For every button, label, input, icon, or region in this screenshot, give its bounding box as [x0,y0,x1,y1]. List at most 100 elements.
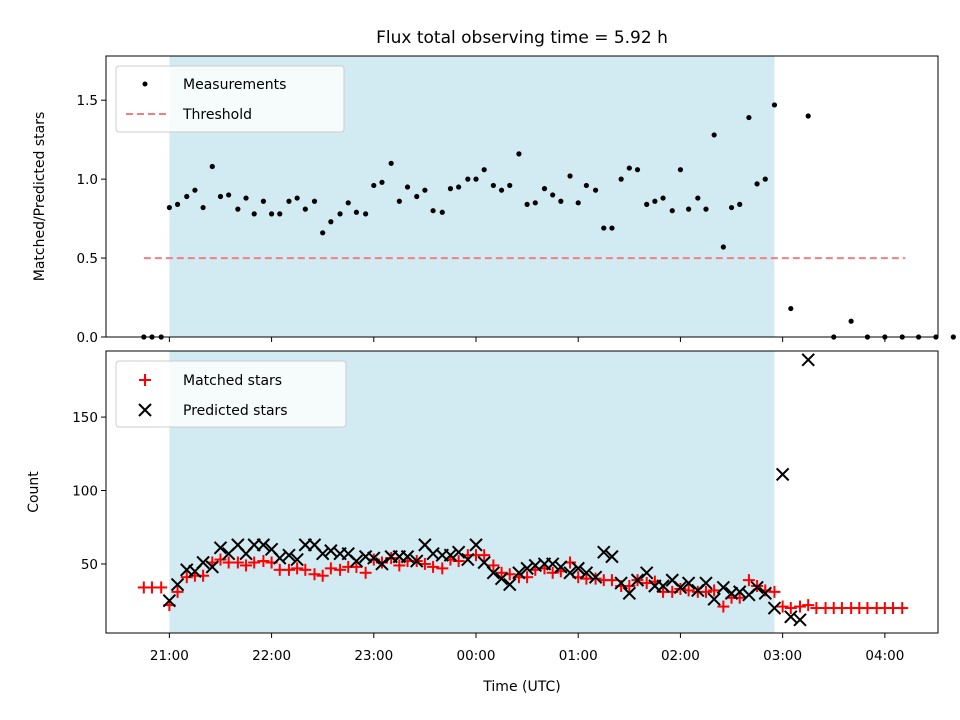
top-panel-axes: 0.0 0.5 1.0 1.5 [77,93,886,346]
measurement-point [805,113,811,119]
x-tick-label: 03:00 [763,648,802,664]
predicted-point [503,577,517,592]
predicted-point [614,576,628,590]
predicted-point [656,579,670,593]
predicted-point [554,560,568,574]
measurement-point [226,192,232,198]
matched-point [495,566,508,579]
matched-point [717,600,730,613]
legend-predicted-glyph [138,403,152,417]
measurement-point [754,181,760,187]
measurement-point [447,186,454,192]
matched-point [231,556,244,569]
measurement-point [695,195,701,201]
y-tick-label: 150 [72,410,98,426]
x-tick-label: 21:00 [150,648,189,664]
predicted-point [410,554,424,568]
matched-point [427,560,440,573]
bottom-panel-legend-box [115,360,347,428]
measurement-point [490,182,496,189]
bottom-panel-frame [105,350,939,634]
predicted-point [451,545,466,559]
measurement-point [686,206,692,212]
matched-point [605,574,618,587]
measurement-point [337,211,343,217]
matched-point [316,569,329,582]
measurement-point [950,334,956,340]
matched-point [171,585,184,598]
predicted-point [170,577,185,592]
top-panel-marks [141,102,956,340]
top-panel-legend: Measurements Threshold [115,65,345,133]
measurement-point [414,193,420,200]
measurement-point [746,114,752,121]
measurement-point [396,198,402,204]
matched-point [742,574,755,587]
predicted-point [205,560,220,574]
predicted-point [639,566,654,580]
predicted-point [630,573,645,587]
matched-point [768,585,781,598]
measurement-point [848,318,854,324]
measurement-point [601,225,607,231]
predicted-point [758,586,772,601]
predicted-point [673,580,688,595]
predicted-point [494,571,509,586]
legend-matched-glyph [139,374,151,386]
measurement-point [302,206,308,212]
measurement-point [644,201,650,207]
predicted-point [733,585,747,599]
legend-predicted-marker [138,403,152,417]
measurement-point [728,204,735,211]
legend-matched-label: Matched stars [183,373,282,389]
x-tick-label: 23:00 [354,648,393,664]
matched-point [248,556,261,569]
measurement-point [251,211,257,217]
predicted-point [545,557,560,571]
matched-point [282,563,295,576]
predicted-point [699,576,713,590]
matched-point [546,566,559,579]
predicted-point [324,544,338,558]
y-tick-label: 1.5 [77,93,98,109]
top-panel-frame [105,55,939,338]
legend-matched-marker [139,374,151,386]
matched-point [359,566,372,579]
measurement-point [618,176,624,182]
predicted-point [443,548,458,562]
y-tick-label: 50 [81,557,98,573]
predicted-point [801,353,815,367]
measurement-point [363,211,369,217]
predicted-point [681,576,696,590]
measurement-point [720,244,726,250]
measurement-point [174,201,181,207]
measurement-point [516,151,522,157]
measurement-point [634,167,641,173]
predicted-point [716,580,731,595]
measurement-point [524,201,530,207]
chart-title: Flux total observing time = 5.92 h [376,28,668,48]
predicted-point [597,545,611,559]
predicted-point [750,580,764,595]
predicted-point [793,613,807,627]
matched-point [350,560,363,573]
measurement-point [277,211,283,217]
measurement-point [192,187,198,193]
measurement-point [652,198,658,204]
measurement-point [583,182,589,189]
bottom-panel-legend: Matched stars Predicted stars [115,360,347,428]
x-tick-label: 22:00 [252,648,291,664]
matched-point [324,562,337,575]
top-panel-y-axis-label: Matched/Predicted stars [32,112,48,282]
measurement-point [558,198,564,204]
y-tick-label: 0.5 [77,251,98,267]
measurement-point [353,209,360,215]
y-tick-label: 100 [72,484,98,500]
predicted-point [461,552,475,567]
predicted-point [563,566,577,580]
measurement-point [268,211,275,217]
measurement-point [200,204,206,211]
predicted-point [375,557,389,571]
measurement-point [575,200,581,206]
